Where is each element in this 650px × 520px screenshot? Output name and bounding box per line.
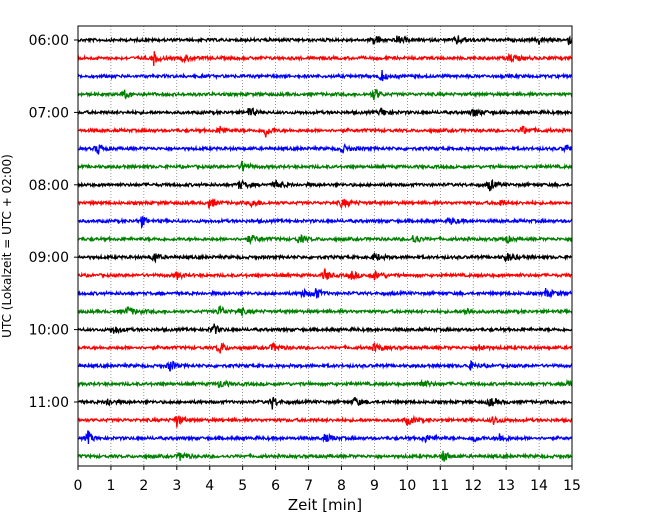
x-tick-label: 4 (205, 478, 214, 494)
trace-1030 (77, 360, 573, 372)
trace-0600 (77, 35, 573, 46)
trace-0645 (77, 88, 573, 101)
x-tick-label: 6 (271, 478, 280, 494)
x-tick-label: 0 (74, 478, 83, 494)
seismic-traces (77, 35, 573, 462)
x-axis-label: Zeit [min] (288, 496, 362, 514)
y-tick-label: 06:00 (29, 33, 69, 49)
plot-frame (77, 25, 573, 467)
x-tick-label: 3 (172, 478, 181, 494)
trace-0730 (77, 142, 573, 155)
trace-0900 (77, 252, 573, 264)
y-tick-label: 10:00 (29, 323, 69, 339)
x-tick-label: 11 (431, 478, 449, 494)
y-axis-ticks: 06:00 07:00 08:00 09:00 10:00 11:00 (29, 33, 78, 411)
x-axis-ticks: 0 1 2 3 4 5 6 7 8 9 10 11 12 13 14 15 (74, 466, 581, 494)
x-tick-label: 12 (464, 478, 482, 494)
y-tick-label: 07:00 (29, 105, 69, 121)
trace-0815 (77, 198, 573, 210)
y-axis-label: UTC (Lokalzeit = UTC + 02:00) (0, 154, 14, 338)
trace-1000 (77, 323, 573, 335)
trace-0915 (77, 268, 572, 281)
trace-0945 (77, 305, 573, 317)
y-tick-label: 08:00 (29, 178, 69, 194)
x-tick-label: 9 (370, 478, 379, 494)
trace-1045 (77, 378, 573, 389)
trace-0615 (77, 51, 573, 67)
x-tick-label: 15 (563, 478, 581, 494)
plot-background (78, 26, 572, 466)
x-tick-label: 2 (139, 478, 148, 494)
trace-0930 (77, 287, 573, 299)
trace-0845 (77, 233, 573, 246)
trace-1115 (77, 414, 573, 428)
trace-0830 (77, 216, 573, 230)
y-tick-label: 09:00 (29, 250, 69, 266)
x-tick-label: 8 (337, 478, 346, 494)
x-tick-label: 14 (530, 478, 548, 494)
x-tick-label: 10 (398, 478, 416, 494)
trace-1015 (77, 341, 573, 354)
trace-0745 (77, 160, 573, 172)
x-grid (110, 26, 540, 466)
x-tick-label: 13 (497, 478, 515, 494)
y-tick-label: 11:00 (29, 395, 69, 411)
x-tick-label: 1 (106, 478, 115, 494)
trace-0700 (77, 107, 573, 118)
trace-1145 (77, 450, 573, 462)
x-tick-label: 7 (304, 478, 313, 494)
trace-1130 (77, 430, 573, 444)
trace-0800 (77, 178, 573, 192)
trace-0715 (77, 125, 573, 138)
trace-1100 (77, 396, 573, 410)
x-tick-label: 5 (238, 478, 247, 494)
trace-0630 (77, 69, 573, 82)
